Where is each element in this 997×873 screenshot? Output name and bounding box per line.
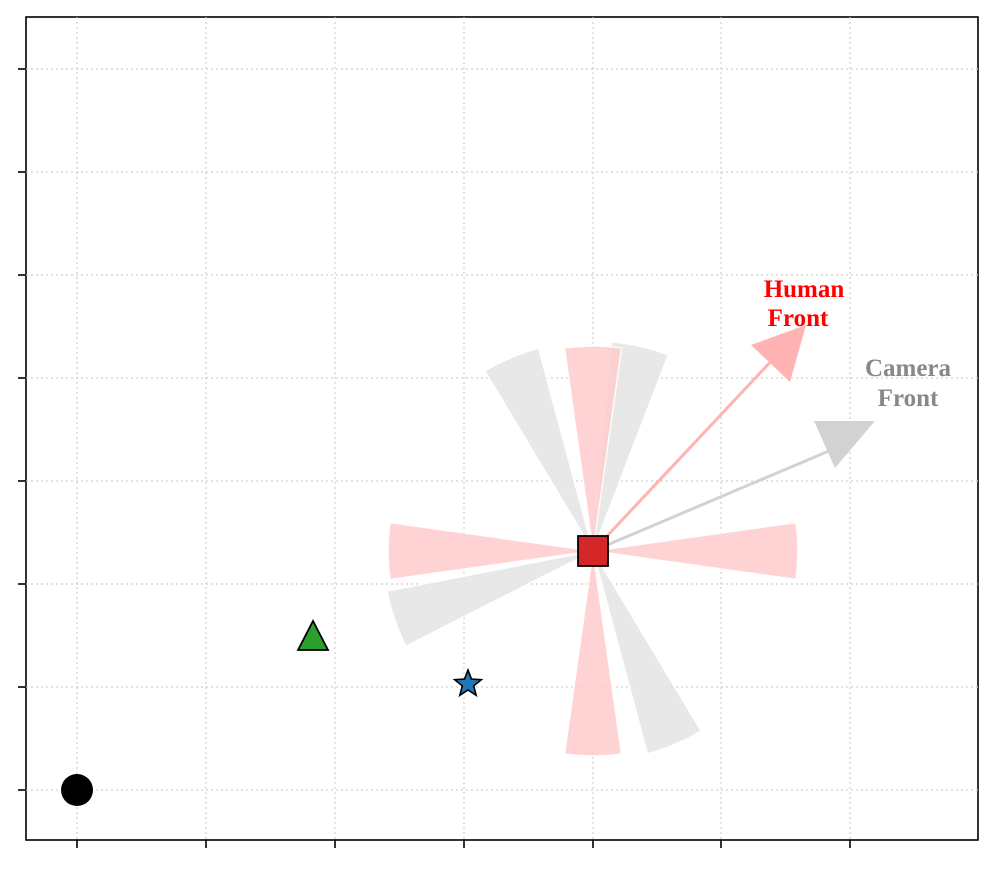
- human-square-marker: [577, 535, 609, 567]
- human-sector: [592, 521, 799, 581]
- green-triangle-marker: [296, 619, 330, 651]
- camera-front-label-line2: Front: [878, 385, 939, 412]
- camera-front-arrow: [592, 443, 844, 553]
- human-sector: [387, 521, 594, 581]
- camera-sector: [386, 550, 594, 648]
- ticks: [18, 68, 851, 848]
- human-sectors: [387, 345, 799, 757]
- human-front-label-line1: Human: [764, 276, 845, 303]
- camera-sector: [483, 347, 594, 552]
- camera-front-label-line1: Camera: [865, 355, 952, 382]
- human-sector: [563, 550, 623, 757]
- camera-sector: [592, 550, 703, 755]
- human-front-arrowhead: [751, 325, 806, 382]
- blue-star-marker: [452, 667, 484, 698]
- black-circle-marker: [61, 774, 93, 806]
- camera-front-arrowhead: [814, 421, 875, 468]
- human-sector: [563, 345, 623, 552]
- human-front-label-line2: Front: [768, 305, 829, 332]
- human-front-arrow: [591, 354, 778, 553]
